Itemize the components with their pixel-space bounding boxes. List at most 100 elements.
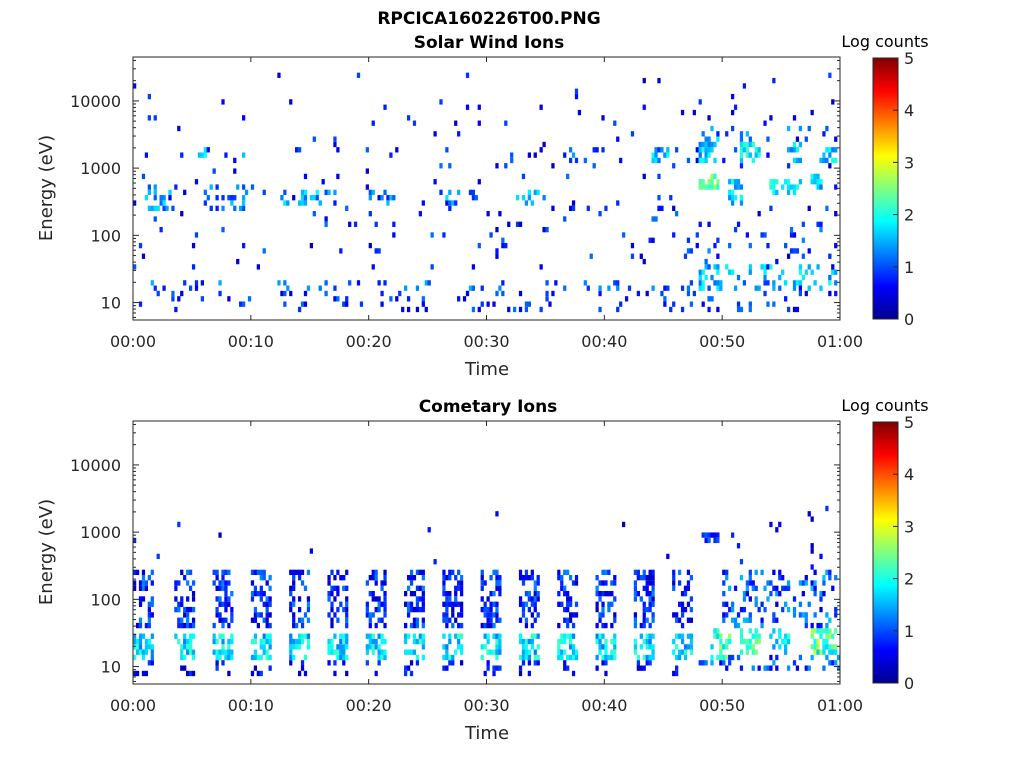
spectrogram-cell (571, 152, 576, 158)
spectrogram-cell (754, 147, 758, 153)
spectrogram-cell (489, 601, 493, 607)
spectrogram-cell (651, 569, 655, 576)
spectrogram-cell (810, 580, 814, 586)
spectrogram-cell (442, 665, 446, 671)
spectrogram-cell (457, 633, 461, 639)
spectrogram-cell (566, 654, 570, 661)
spectrogram-cell (454, 649, 458, 655)
spectrogram-cell (736, 543, 741, 549)
spectrogram-cell (448, 569, 452, 576)
x-tick-label: 00:20 (346, 696, 392, 715)
spectrogram-cell (651, 649, 655, 655)
spectrogram-cell (495, 226, 499, 233)
spectrogram-cell (409, 649, 414, 655)
spectrogram-cell (495, 580, 499, 586)
spectrogram-cell (689, 638, 694, 645)
spectrogram-cell (680, 649, 685, 655)
spectrogram-cell (427, 280, 431, 286)
spectrogram-cell (412, 617, 417, 623)
spectrogram-cell (292, 654, 296, 661)
spectrogram-cell (722, 660, 726, 666)
spectrogram-cell (498, 580, 502, 586)
spectrogram-cell (704, 184, 708, 190)
spectrogram-cell (798, 580, 803, 586)
spectrogram-cell (521, 606, 526, 613)
spectrogram-cell (318, 200, 322, 206)
spectrogram-cell (268, 644, 272, 650)
spectrogram-cell (798, 290, 803, 297)
spectrogram-cell (280, 290, 284, 297)
spectrogram-cell (327, 596, 331, 602)
spectrogram-cell (595, 575, 599, 581)
spectrogram-cell (141, 575, 146, 581)
spectrogram-cell (162, 285, 166, 291)
spectrogram-cell (498, 585, 502, 591)
spectrogram-cell (200, 296, 204, 302)
spectrogram-cell (622, 232, 626, 238)
spectrogram-cell (365, 147, 369, 153)
spectrogram-cell (306, 633, 311, 639)
spectrogram-cell (819, 633, 823, 639)
spectrogram-cell (731, 654, 735, 661)
spectrogram-cell (748, 152, 752, 158)
spectrogram-cell (822, 131, 826, 137)
spectrogram-cell (421, 585, 425, 591)
spectrogram-cell (415, 306, 420, 313)
spectrogram-cell (630, 253, 635, 259)
spectrogram-cell (645, 617, 649, 623)
spectrogram-cell (253, 638, 258, 645)
spectrogram-cell (242, 195, 246, 201)
spectrogram-cell (607, 569, 611, 576)
spectrogram-cell (563, 216, 567, 222)
spectrogram-cell (518, 596, 523, 602)
spectrogram-cell (545, 296, 549, 302)
spectrogram-cell (424, 280, 428, 286)
spectrogram-cell (412, 622, 417, 629)
spectrogram-cell (398, 290, 402, 297)
spectrogram-cell (524, 200, 529, 206)
spectrogram-cell (342, 638, 346, 645)
spectrogram-cell (409, 622, 414, 629)
spectrogram-cell (230, 606, 234, 613)
spectrogram-cell (457, 612, 461, 618)
spectrogram-cell (689, 596, 694, 602)
spectrogram-cell (404, 633, 408, 639)
y-tick-label: 10000 (70, 456, 121, 475)
spectrogram-cell (680, 622, 685, 629)
spectrogram-cell (421, 590, 425, 597)
spectrogram-cell (557, 622, 561, 629)
spectrogram-cell (289, 569, 293, 576)
spectrogram-cell (289, 644, 293, 650)
spectrogram-cell (306, 606, 311, 613)
spectrogram-cell (763, 274, 767, 281)
spectrogram-cell (834, 184, 838, 190)
spectrogram-cell (751, 649, 755, 655)
spectrogram-cell (760, 617, 764, 623)
spectrogram-cell (292, 195, 296, 201)
spectrogram-cell (757, 152, 761, 158)
spectrogram-cell (445, 606, 449, 613)
spectrogram-cell (704, 258, 708, 265)
spectrogram-cell (710, 532, 714, 538)
spectrogram-cell (613, 633, 617, 639)
spectrogram-cell (536, 644, 540, 650)
spectrogram-cell (601, 147, 605, 153)
spectrogram-cell (716, 285, 720, 291)
spectrogram-cell (498, 211, 502, 217)
spectrogram-cell (636, 290, 640, 297)
spectrogram-cell (604, 644, 608, 650)
spectrogram-cell (439, 99, 443, 105)
spectrogram-cell (454, 596, 458, 602)
spectrogram-cell (772, 77, 776, 84)
spectrogram-cell (218, 290, 222, 297)
spectrogram-cell (333, 649, 337, 655)
spectrogram-cell (722, 157, 726, 164)
spectrogram-cell (457, 622, 461, 629)
spectrogram-cell (651, 157, 655, 164)
spectrogram-cell (707, 296, 711, 302)
spectrogram-cell (825, 147, 829, 153)
spectrogram-cell (642, 575, 646, 581)
spectrogram-cell (778, 575, 782, 581)
spectrogram-cell (672, 580, 676, 586)
spectrogram-cell (657, 173, 661, 180)
